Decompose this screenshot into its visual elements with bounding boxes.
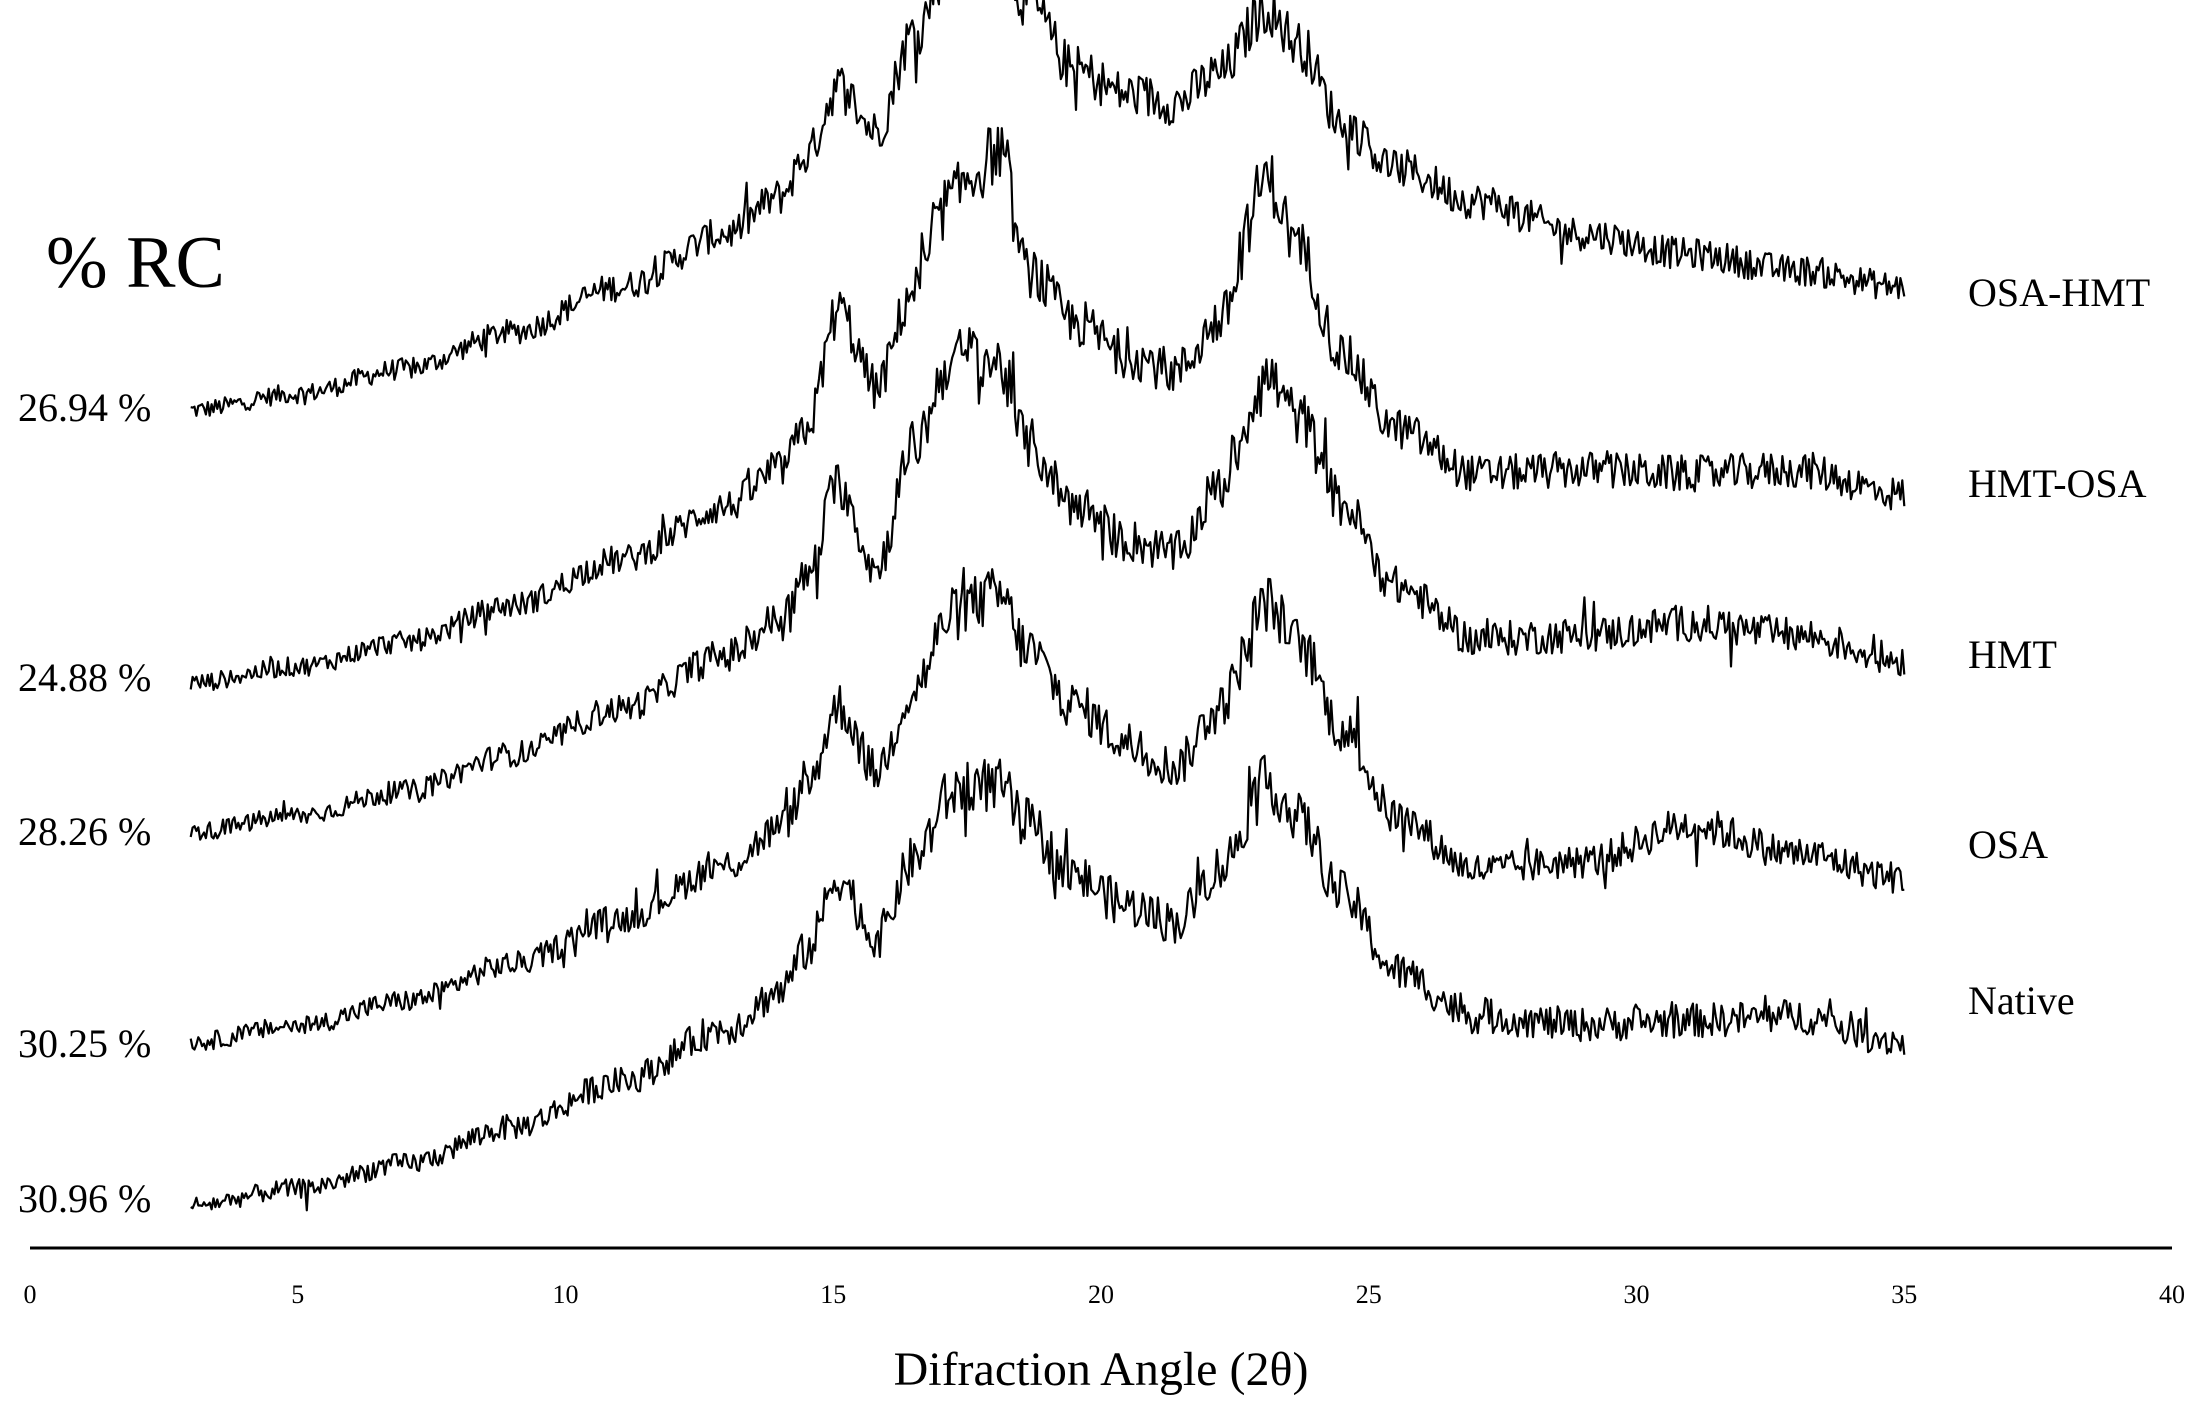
x-tick-label: 10	[553, 1280, 579, 1309]
trace-osa	[189, 566, 1905, 1051]
trace-osa-hmt	[190, 0, 1906, 417]
series-label-hmt: HMT	[1968, 632, 2057, 677]
series-label-hmt-osa: HMT-OSA	[1968, 461, 2147, 506]
x-tick-label: 15	[820, 1280, 846, 1309]
x-tick-labels: 0 5 10 15 20 25 30 35 40	[24, 1280, 2186, 1309]
series-traces	[189, 0, 1906, 1212]
rc-heading: % RC	[46, 222, 225, 304]
rc-value-labels: 26.94 % 24.88 % 28.26 % 30.25 % 30.96 %	[18, 385, 151, 1221]
series-labels: OSA-HMT HMT-OSA HMT OSA Native	[1968, 270, 2150, 1023]
x-tick-label: 0	[24, 1280, 37, 1309]
x-tick-label: 20	[1088, 1280, 1114, 1309]
rc-value-hmt: 28.26 %	[18, 809, 151, 854]
rc-value-osa: 30.25 %	[18, 1021, 151, 1066]
series-label-osa-hmt: OSA-HMT	[1968, 270, 2150, 315]
x-tick-label: 25	[1356, 1280, 1382, 1309]
x-tick-label: 40	[2159, 1280, 2185, 1309]
series-label-native: Native	[1968, 978, 2075, 1023]
x-tick-label: 35	[1891, 1280, 1917, 1309]
rc-value-osa-hmt: 26.94 %	[18, 385, 151, 430]
trace-hmt-osa	[189, 126, 1906, 691]
x-axis-title: Difraction Angle (2θ)	[894, 1343, 1309, 1396]
trace-native	[190, 754, 1906, 1212]
series-label-osa: OSA	[1968, 822, 2048, 867]
rc-value-hmt-osa: 24.88 %	[18, 655, 151, 700]
rc-value-native: 30.96 %	[18, 1176, 151, 1221]
trace-hmt	[189, 327, 1906, 841]
x-tick-label: 5	[291, 1280, 304, 1309]
x-tick-label: 30	[1624, 1280, 1650, 1309]
